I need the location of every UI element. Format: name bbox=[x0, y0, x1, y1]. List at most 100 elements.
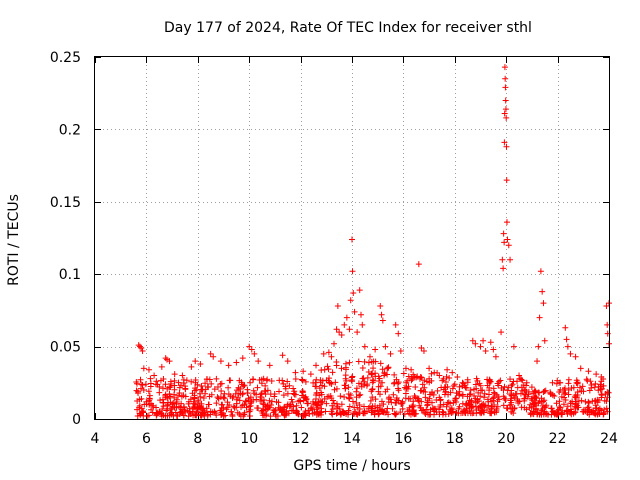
data-point bbox=[213, 400, 220, 407]
data-point bbox=[596, 405, 603, 412]
data-point bbox=[170, 400, 177, 407]
data-point bbox=[140, 365, 147, 372]
data-point bbox=[598, 374, 605, 381]
data-point bbox=[469, 337, 476, 344]
data-point bbox=[498, 329, 505, 336]
data-point bbox=[411, 392, 418, 399]
data-point bbox=[596, 410, 603, 417]
data-point bbox=[591, 384, 598, 391]
data-point bbox=[324, 363, 331, 370]
data-point bbox=[372, 407, 379, 414]
data-point bbox=[189, 390, 196, 397]
data-point bbox=[377, 360, 384, 367]
data-point bbox=[371, 410, 378, 417]
data-point bbox=[564, 403, 571, 410]
data-point bbox=[536, 314, 543, 321]
data-point bbox=[508, 392, 515, 399]
data-point bbox=[171, 386, 178, 393]
data-point bbox=[233, 359, 240, 366]
data-point bbox=[490, 346, 497, 353]
data-point bbox=[219, 404, 226, 411]
data-point bbox=[476, 397, 483, 404]
data-point bbox=[505, 384, 512, 391]
data-point bbox=[563, 407, 570, 414]
data-point bbox=[349, 236, 355, 243]
data-point bbox=[411, 411, 418, 418]
data-point bbox=[187, 396, 194, 403]
data-point bbox=[365, 359, 372, 366]
data-point bbox=[418, 407, 425, 414]
x-tick-label: 8 bbox=[193, 431, 202, 447]
data-point bbox=[254, 405, 261, 412]
data-point bbox=[487, 408, 494, 415]
data-point bbox=[329, 369, 336, 376]
data-point bbox=[348, 377, 355, 384]
data-point bbox=[157, 397, 164, 404]
data-point bbox=[143, 398, 150, 405]
data-point bbox=[526, 404, 533, 411]
data-point bbox=[313, 362, 320, 369]
data-point bbox=[299, 389, 306, 396]
data-point bbox=[412, 383, 419, 390]
data-point bbox=[321, 366, 328, 373]
data-point bbox=[471, 392, 478, 399]
data-point bbox=[486, 376, 493, 383]
data-point bbox=[341, 321, 348, 328]
data-point bbox=[226, 377, 233, 384]
data-point bbox=[169, 409, 176, 416]
data-point bbox=[203, 376, 210, 383]
y-tick-label: 0 bbox=[72, 412, 81, 428]
data-point bbox=[246, 412, 253, 419]
data-point bbox=[208, 380, 215, 387]
data-point bbox=[283, 407, 290, 414]
data-point bbox=[322, 408, 329, 415]
x-tick-label: 10 bbox=[240, 431, 258, 447]
data-point bbox=[399, 398, 406, 405]
data-point bbox=[560, 401, 567, 408]
data-point bbox=[595, 407, 602, 414]
data-point bbox=[213, 412, 220, 419]
data-point bbox=[421, 384, 428, 391]
data-point bbox=[342, 385, 349, 392]
data-point bbox=[442, 388, 449, 395]
data-point bbox=[220, 394, 227, 401]
data-point bbox=[240, 413, 247, 420]
data-point bbox=[372, 396, 379, 403]
data-point bbox=[496, 378, 503, 385]
data-point bbox=[446, 375, 453, 382]
data-point bbox=[354, 411, 361, 418]
data-point bbox=[537, 268, 544, 275]
data-point bbox=[156, 383, 163, 390]
data-point bbox=[601, 406, 608, 413]
data-point bbox=[542, 403, 549, 410]
data-point bbox=[535, 343, 542, 350]
data-point bbox=[263, 377, 270, 384]
data-point bbox=[236, 397, 243, 404]
data-point bbox=[233, 387, 240, 394]
data-point bbox=[361, 378, 368, 385]
y-tick-label: 0.1 bbox=[59, 267, 81, 283]
data-point bbox=[356, 287, 363, 294]
data-point bbox=[431, 369, 438, 376]
data-point bbox=[587, 409, 594, 416]
data-point bbox=[266, 362, 273, 369]
data-point bbox=[384, 365, 391, 372]
data-point bbox=[280, 392, 287, 399]
data-point bbox=[553, 411, 560, 418]
data-point bbox=[160, 399, 167, 406]
data-point bbox=[502, 97, 509, 104]
data-point bbox=[374, 404, 381, 411]
data-point bbox=[562, 324, 569, 331]
data-point bbox=[284, 378, 291, 385]
data-point bbox=[369, 394, 376, 401]
data-point bbox=[473, 410, 480, 417]
data-point bbox=[381, 372, 388, 379]
data-point bbox=[333, 362, 340, 369]
data-point bbox=[147, 383, 154, 390]
data-point bbox=[188, 378, 195, 385]
data-point bbox=[417, 387, 424, 394]
data-point bbox=[307, 371, 314, 378]
data-point bbox=[159, 385, 166, 392]
data-point bbox=[382, 388, 389, 395]
